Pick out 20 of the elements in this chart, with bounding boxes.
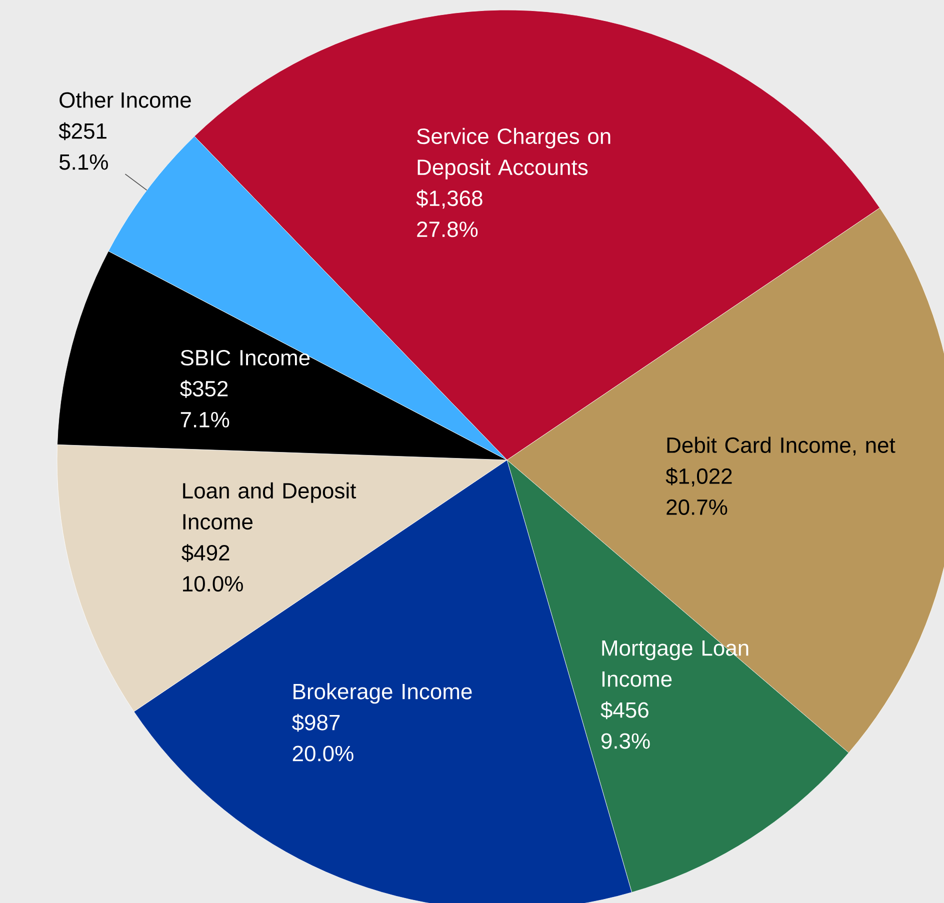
text: 10.0% <box>183 576 243 592</box>
slice-label: Service Charges on Deposit Accounts <box>417 128 610 180</box>
slice-label: Brokerage Income <box>294 683 472 704</box>
data-label: $352 <box>180 380 228 398</box>
slice-label: Loan and Deposit Income <box>183 482 356 530</box>
slice-label: Other Income <box>60 92 191 108</box>
data-label: $1,368 <box>416 190 482 209</box>
data-label: $1,022 <box>666 467 732 487</box>
text: 5.1% <box>59 154 108 170</box>
text: 20.7% <box>666 499 728 515</box>
text: 7.1% <box>180 412 230 428</box>
data-label: $987 <box>292 714 340 732</box>
text: 9.3% <box>601 733 650 749</box>
slice-label: Debit Card Income, net <box>667 436 896 456</box>
data-label: $251 <box>58 122 106 140</box>
slice-label: SBIC Income <box>180 350 310 366</box>
data-label: $456 <box>600 701 648 720</box>
text: 20.0% <box>292 746 354 762</box>
data-label: $492 <box>182 544 230 562</box>
text: 27.8% <box>417 221 478 238</box>
